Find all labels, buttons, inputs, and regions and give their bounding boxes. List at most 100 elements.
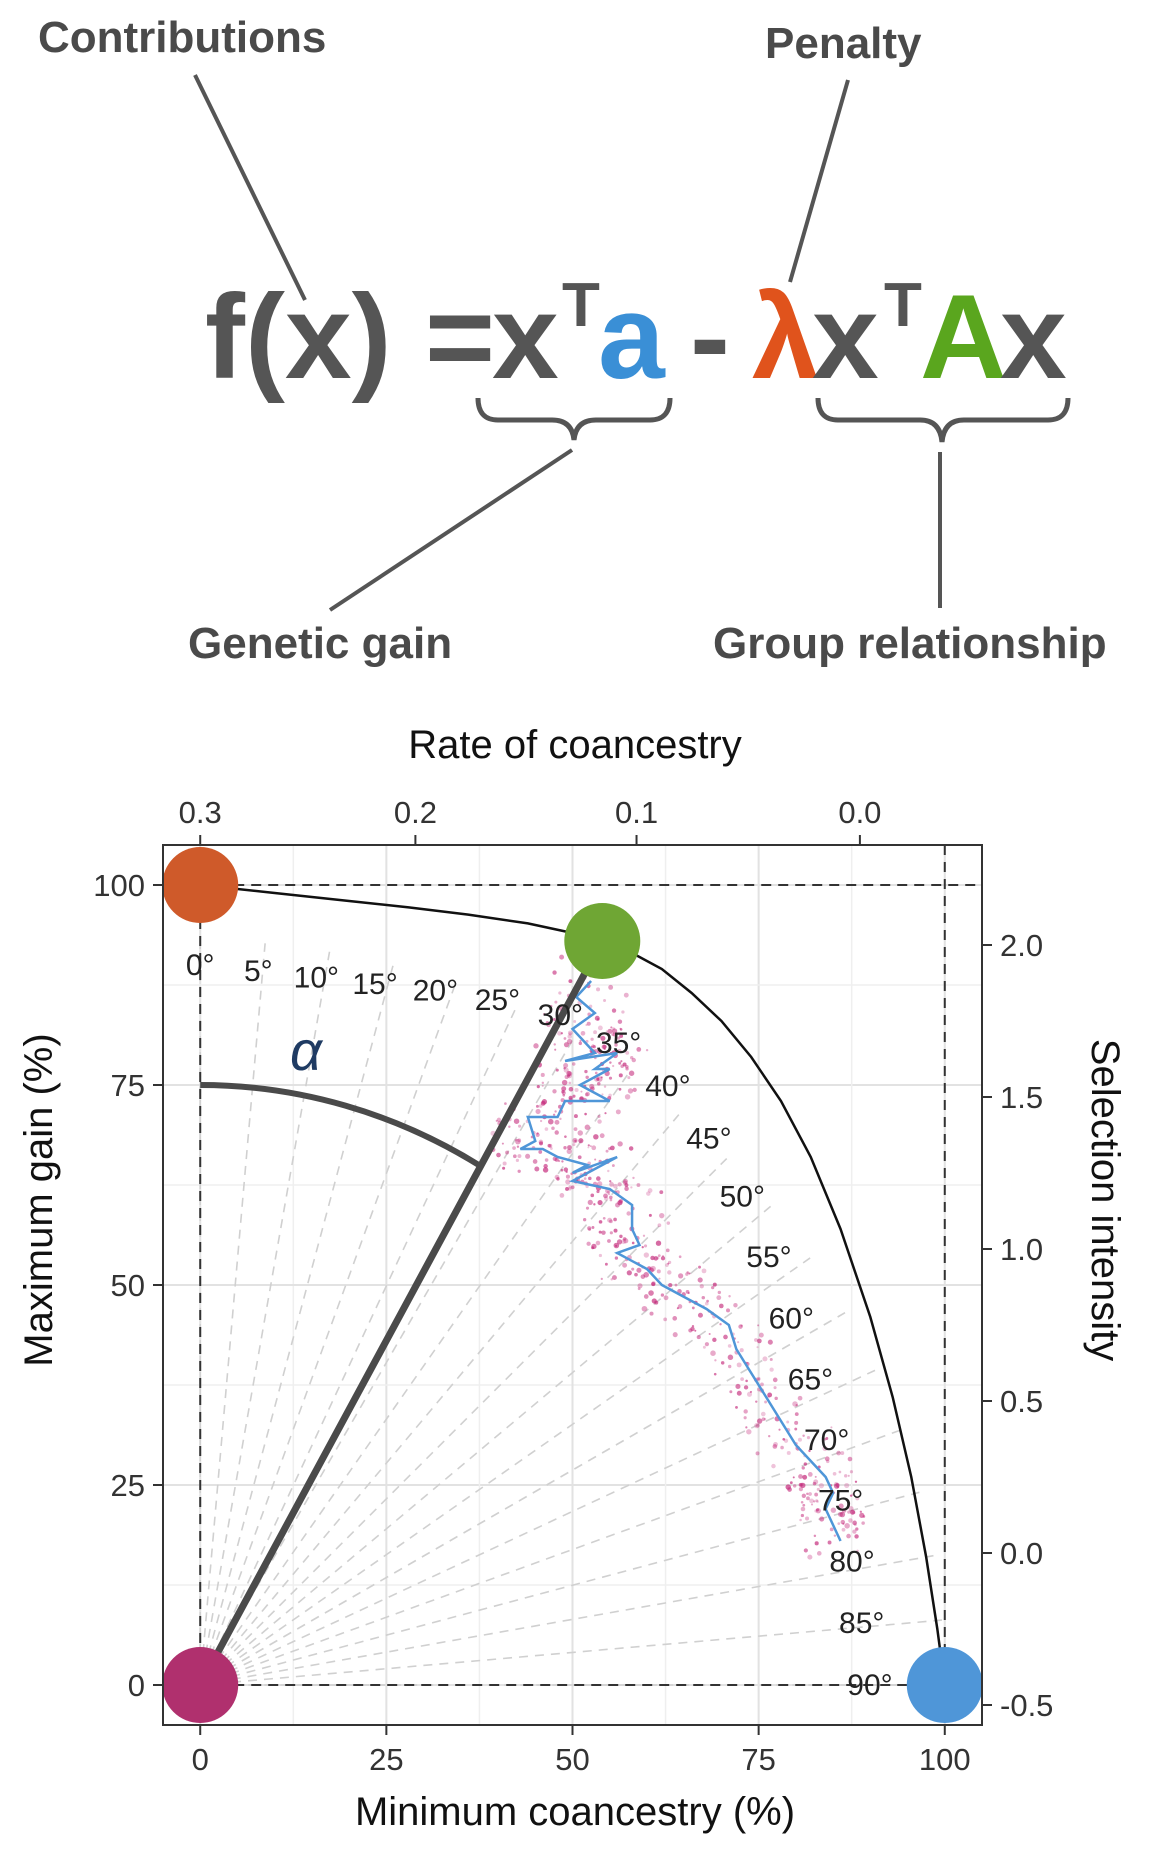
solution-point bbox=[570, 1185, 575, 1190]
solution-point bbox=[560, 1032, 563, 1035]
solution-point bbox=[851, 1493, 855, 1496]
solution-point bbox=[859, 1512, 865, 1518]
solution-point bbox=[602, 1216, 606, 1220]
solution-point bbox=[561, 1079, 568, 1086]
angle-ray bbox=[200, 1491, 920, 1686]
solution-point bbox=[659, 1212, 665, 1219]
solution-point bbox=[607, 1192, 611, 1196]
solution-point bbox=[754, 1422, 760, 1429]
angle-label: 90° bbox=[847, 1669, 892, 1702]
solution-point bbox=[568, 1086, 574, 1092]
y-tick-label: 25 bbox=[111, 1468, 145, 1503]
solution-point bbox=[609, 1198, 613, 1202]
solution-point bbox=[572, 1137, 578, 1144]
solution-point bbox=[567, 1030, 573, 1036]
solution-point bbox=[835, 1482, 840, 1487]
solution-point bbox=[794, 1427, 798, 1431]
solution-point bbox=[617, 1036, 621, 1040]
solution-point bbox=[563, 1167, 569, 1172]
solution-point bbox=[844, 1474, 848, 1478]
solution-point bbox=[774, 1396, 778, 1401]
solution-point bbox=[593, 1030, 597, 1035]
solution-point bbox=[814, 1475, 817, 1478]
solution-point bbox=[551, 1126, 555, 1130]
solution-point bbox=[797, 1437, 802, 1442]
equation-sup-t1: T bbox=[562, 271, 600, 340]
solution-point bbox=[607, 1239, 611, 1243]
solution-point bbox=[554, 1110, 557, 1113]
solution-point bbox=[735, 1383, 741, 1390]
solution-point bbox=[616, 1239, 623, 1245]
solution-point bbox=[800, 1506, 806, 1512]
solution-point bbox=[598, 1230, 602, 1234]
solution-point bbox=[625, 1067, 629, 1071]
solution-point bbox=[613, 1183, 618, 1189]
solution-point bbox=[590, 1037, 594, 1041]
solution-point bbox=[848, 1506, 854, 1512]
solution-point bbox=[525, 1153, 531, 1159]
solution-point bbox=[583, 1177, 587, 1180]
solution-point bbox=[554, 1048, 557, 1051]
solution-point bbox=[655, 1240, 662, 1246]
solution-point bbox=[659, 1190, 664, 1195]
solution-point bbox=[852, 1520, 857, 1526]
solution-point bbox=[819, 1516, 825, 1522]
solution-point bbox=[792, 1476, 795, 1479]
solution-point bbox=[495, 1119, 498, 1122]
solution-point bbox=[847, 1474, 850, 1477]
group-relationship-brace bbox=[815, 397, 1071, 443]
solution-point bbox=[617, 1048, 622, 1054]
solution-point bbox=[794, 1420, 799, 1425]
solution-point bbox=[607, 1028, 613, 1034]
solution-point bbox=[618, 1073, 623, 1078]
solution-point bbox=[597, 1082, 601, 1086]
angle-label: 70° bbox=[804, 1424, 849, 1457]
solution-point bbox=[508, 1125, 511, 1128]
solution-point bbox=[539, 1119, 543, 1123]
solution-point bbox=[723, 1334, 728, 1340]
solution-point bbox=[802, 1503, 806, 1507]
solution-point bbox=[749, 1390, 753, 1394]
solution-point bbox=[830, 1426, 833, 1429]
origin-point bbox=[162, 1647, 239, 1723]
solution-point bbox=[547, 1118, 554, 1125]
solution-point bbox=[807, 1554, 813, 1560]
solution-point bbox=[806, 1492, 809, 1496]
solution-point bbox=[800, 1513, 805, 1518]
solution-point bbox=[773, 1386, 777, 1390]
solution-point bbox=[740, 1324, 743, 1327]
solution-point bbox=[577, 1130, 583, 1136]
solution-point bbox=[600, 1035, 606, 1041]
solution-point bbox=[764, 1400, 768, 1404]
solution-point bbox=[573, 1020, 577, 1023]
solution-point bbox=[648, 1213, 652, 1217]
solution-point bbox=[502, 1161, 507, 1166]
solution-point bbox=[599, 1133, 605, 1139]
solution-point bbox=[716, 1295, 722, 1301]
solution-point bbox=[754, 1338, 758, 1342]
solution-point bbox=[701, 1268, 707, 1274]
solution-point bbox=[855, 1496, 860, 1501]
angle-label: 0° bbox=[186, 949, 215, 982]
solution-point bbox=[568, 1187, 572, 1191]
chart-lines bbox=[196, 845, 982, 1689]
solution-point bbox=[609, 1182, 614, 1187]
solution-point bbox=[698, 1265, 702, 1269]
equation-sup-t2: T bbox=[884, 271, 922, 340]
solution-point bbox=[596, 1189, 600, 1194]
solution-point bbox=[760, 1411, 766, 1417]
solution-point bbox=[743, 1385, 749, 1390]
solution-point bbox=[611, 1008, 617, 1013]
solution-point bbox=[839, 1511, 846, 1518]
angle-ray bbox=[199, 951, 331, 1686]
solution-point bbox=[838, 1503, 844, 1509]
solution-point bbox=[631, 1241, 635, 1245]
solution-point bbox=[627, 1076, 631, 1080]
solution-point bbox=[685, 1289, 690, 1294]
solution-point bbox=[743, 1409, 748, 1414]
solution-point bbox=[739, 1348, 744, 1353]
solution-point bbox=[640, 1274, 646, 1279]
solution-point bbox=[547, 1143, 552, 1148]
angle-ray bbox=[199, 1114, 680, 1686]
solution-point bbox=[561, 1086, 567, 1092]
